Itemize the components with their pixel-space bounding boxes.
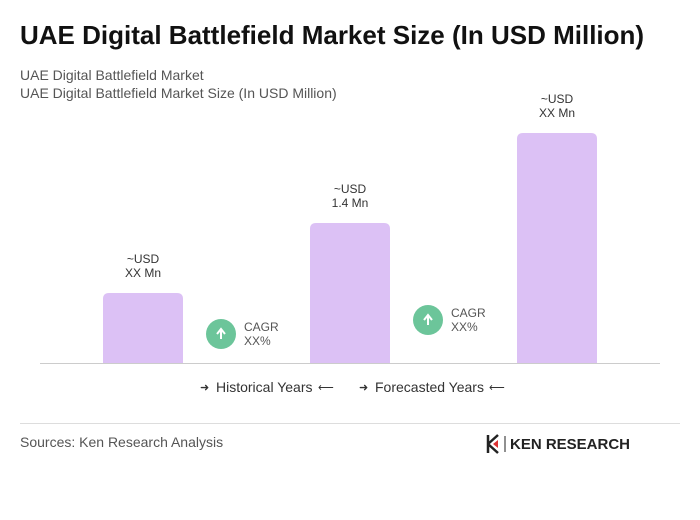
source: Sources: Ken Research Analysis	[20, 434, 223, 450]
value-label: ~USD XX Mn	[125, 252, 161, 280]
arrow-icon: ➜	[359, 382, 368, 394]
logo-icon	[493, 440, 498, 448]
cagr-label: CAGR XX%	[244, 320, 279, 348]
cagr-arrow	[216, 327, 226, 339]
arrow-icon: ⟵	[318, 382, 334, 394]
cagr-label: CAGR XX%	[451, 306, 486, 334]
subtitle: UAE Digital Battlefield Market	[20, 67, 204, 83]
bar	[310, 223, 390, 363]
arrow-icon: ⟵	[489, 382, 505, 394]
value-label: ~USD XX Mn	[539, 92, 575, 120]
logo-icon	[486, 434, 499, 454]
logo: KEN RESEARCH	[486, 434, 630, 454]
value-label: ~USD 1.4 Mn	[332, 182, 369, 210]
period-label: Forecasted Years	[375, 379, 484, 395]
period-legend: ➜ Historical Years ⟵ ➜ Forecasted Years …	[200, 379, 505, 395]
chart-title: UAE Digital Battlefield Market Size (In …	[20, 20, 644, 50]
cagr-arrow	[423, 313, 433, 325]
period-label: Historical Years	[216, 379, 313, 395]
subtitle: UAE Digital Battlefield Market Size (In …	[20, 85, 337, 101]
arrow-icon: ➜	[200, 382, 209, 394]
bar	[517, 133, 597, 363]
logo-text: KEN RESEARCH	[510, 436, 630, 453]
bar	[103, 293, 183, 363]
